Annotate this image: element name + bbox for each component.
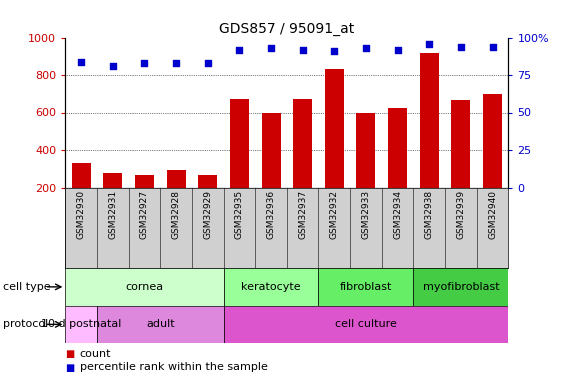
Bar — [452, 100, 470, 225]
Bar — [135, 176, 154, 225]
Point — [77, 58, 86, 64]
Bar — [224, 268, 319, 306]
Bar — [325, 69, 344, 225]
Point — [361, 45, 370, 51]
Text: ■: ■ — [65, 350, 74, 359]
Point — [488, 44, 497, 50]
Bar — [293, 99, 312, 225]
Text: GSM32927: GSM32927 — [140, 190, 149, 239]
Bar — [166, 170, 186, 225]
Point — [298, 46, 307, 53]
Title: GDS857 / 95091_at: GDS857 / 95091_at — [219, 22, 354, 36]
Text: GSM32935: GSM32935 — [235, 190, 244, 239]
Text: GSM32940: GSM32940 — [488, 190, 497, 239]
Text: keratocyte: keratocyte — [241, 282, 301, 292]
Bar — [97, 306, 224, 343]
Text: ■: ■ — [65, 363, 74, 372]
Bar — [483, 94, 502, 225]
Text: GSM32939: GSM32939 — [457, 190, 465, 239]
Text: cell culture: cell culture — [335, 320, 397, 329]
Text: GSM32932: GSM32932 — [330, 190, 339, 239]
Bar — [319, 268, 414, 306]
Text: GSM32936: GSM32936 — [266, 190, 275, 239]
Text: GSM32938: GSM32938 — [425, 190, 434, 239]
Bar — [261, 113, 281, 225]
Text: count: count — [80, 350, 111, 359]
Text: cell type: cell type — [3, 282, 51, 292]
Bar — [224, 306, 508, 343]
Bar — [103, 173, 122, 225]
Point — [203, 60, 212, 66]
Bar — [357, 112, 375, 225]
Point — [393, 46, 402, 53]
Text: GSM32934: GSM32934 — [393, 190, 402, 239]
Bar — [72, 163, 91, 225]
Text: adult: adult — [146, 320, 174, 329]
Text: GSM32937: GSM32937 — [298, 190, 307, 239]
Text: GSM32931: GSM32931 — [108, 190, 117, 239]
Point — [172, 60, 181, 66]
Bar — [65, 268, 224, 306]
Text: GSM32930: GSM32930 — [77, 190, 86, 239]
Text: myofibroblast: myofibroblast — [423, 282, 499, 292]
Point — [456, 44, 465, 50]
Point — [266, 45, 275, 51]
Text: protocol: protocol — [3, 320, 48, 329]
Point — [330, 48, 339, 54]
Text: percentile rank within the sample: percentile rank within the sample — [80, 363, 268, 372]
Point — [235, 46, 244, 53]
Text: GSM32928: GSM32928 — [172, 190, 181, 239]
Point — [140, 60, 149, 66]
Bar — [230, 99, 249, 225]
Bar — [420, 53, 438, 225]
Point — [108, 63, 118, 69]
Text: fibroblast: fibroblast — [340, 282, 392, 292]
Bar — [198, 176, 217, 225]
Point — [425, 40, 434, 46]
Text: cornea: cornea — [126, 282, 164, 292]
Bar — [414, 268, 508, 306]
Text: 10 d postnatal: 10 d postnatal — [41, 320, 122, 329]
Text: GSM32929: GSM32929 — [203, 190, 212, 239]
Text: GSM32933: GSM32933 — [361, 190, 370, 239]
Bar — [388, 108, 407, 225]
Bar — [65, 306, 97, 343]
